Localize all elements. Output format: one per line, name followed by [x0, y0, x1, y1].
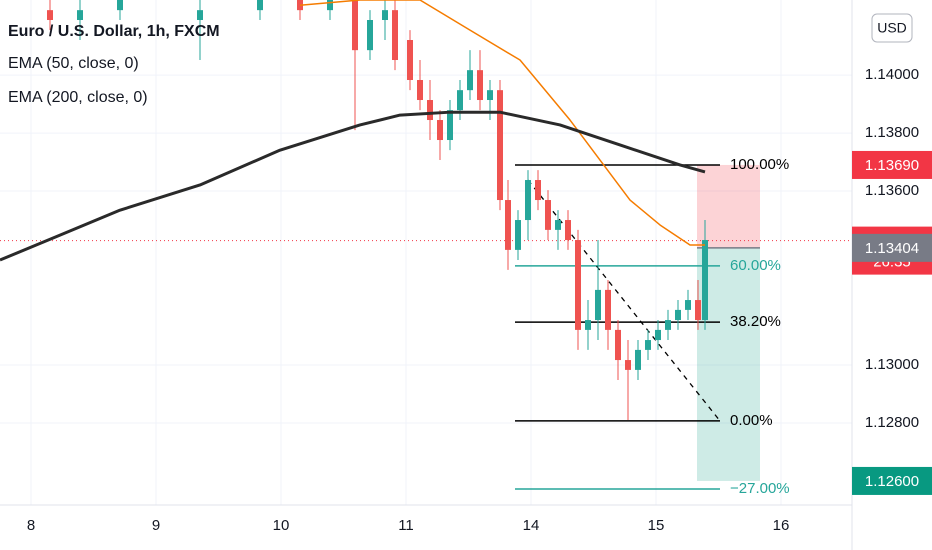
candle-body — [392, 10, 398, 61]
candle-body — [197, 10, 203, 21]
plot-area: 100.00% 60.00% 38.20% 0.00% −27.00% — [0, 0, 852, 497]
candle-body — [417, 80, 423, 101]
y-tick-label: 1.13600 — [865, 182, 919, 199]
candle-body — [585, 320, 591, 330]
x-tick-label: 16 — [773, 517, 790, 534]
fib-label: 100.00% — [730, 156, 789, 173]
candle-body — [515, 220, 521, 250]
fib-label: 60.00% — [730, 257, 781, 274]
legend-entry: EMA (50, close, 0) — [8, 55, 139, 72]
candle-body — [457, 90, 463, 111]
fib-label: −27.00% — [730, 480, 790, 497]
candle-body — [497, 90, 503, 201]
candle-body — [702, 240, 708, 321]
y-tick-label: 1.12800 — [865, 414, 919, 431]
price-tag-label: 1.13404 — [865, 240, 919, 257]
candle-body — [615, 329, 621, 361]
candle-body — [257, 0, 263, 11]
candle-body — [665, 320, 671, 330]
candle-body — [407, 40, 413, 81]
candle-body — [382, 10, 388, 21]
candle-body — [467, 70, 473, 91]
candle-body — [352, 0, 358, 51]
profit-zone — [697, 164, 760, 248]
candle-body — [555, 220, 561, 230]
price-tag — [852, 233, 932, 262]
candle-body — [117, 0, 123, 11]
candle-body — [477, 70, 483, 101]
currency-button[interactable]: USD — [871, 13, 913, 43]
y-tick-label: 1.14000 — [865, 66, 919, 83]
x-tick-label: 15 — [648, 517, 665, 534]
candle-body — [525, 180, 531, 221]
candle-body — [635, 349, 641, 370]
candle-body — [565, 220, 571, 241]
candle-body — [77, 10, 83, 21]
currency-label[interactable]: USD — [877, 20, 907, 36]
candle-body — [605, 289, 611, 330]
y-tick-label: 1.13800 — [865, 124, 919, 141]
candle-body — [487, 90, 493, 101]
axes: 1.14000 1.13800 1.13600 1.13000 1.12800 8 9 10 1… — [27, 66, 932, 534]
x-tick-label: 8 — [27, 517, 35, 534]
candle-body — [625, 360, 631, 370]
x-tick-label: 11 — [398, 517, 414, 534]
price-tag — [852, 466, 932, 495]
candle-body — [327, 0, 333, 11]
candle-body — [367, 20, 373, 51]
legend: Euro / U.S. Dollar, 1h, FXCM EMA (50, cl… — [8, 23, 220, 106]
candle-body — [695, 300, 701, 321]
candle-body — [675, 309, 681, 321]
candle-body — [437, 120, 443, 141]
ema-line — [0, 110, 706, 262]
candle-body — [427, 100, 433, 121]
price-tag-label: 1.13690 — [865, 157, 919, 174]
candle-body — [685, 300, 691, 310]
x-tick-label: 9 — [152, 517, 160, 534]
fib-label: 38.20% — [730, 313, 781, 330]
fib-label: 0.00% — [730, 412, 773, 429]
currency-box[interactable] — [871, 13, 913, 43]
ema-line — [299, 0, 705, 246]
y-tick-label: 1.13000 — [865, 356, 919, 373]
price-tag-label: 1.12600 — [865, 473, 919, 490]
legend-entry: EMA (200, close, 0) — [8, 89, 148, 106]
candle-body — [645, 340, 651, 350]
x-tick-label: 10 — [273, 517, 290, 534]
candle-body — [545, 200, 551, 230]
candle-body — [47, 10, 53, 21]
candle-body — [447, 110, 453, 141]
candle-body — [535, 180, 541, 201]
candle-body — [655, 329, 661, 341]
candle-body — [505, 200, 511, 250]
trend-line — [527, 179, 721, 422]
candle-body — [575, 240, 581, 330]
price-tag — [852, 150, 932, 179]
candle-body — [595, 289, 601, 321]
x-tick-label: 14 — [523, 517, 540, 534]
symbol-title: Euro / U.S. Dollar, 1h, FXCM — [8, 23, 220, 40]
